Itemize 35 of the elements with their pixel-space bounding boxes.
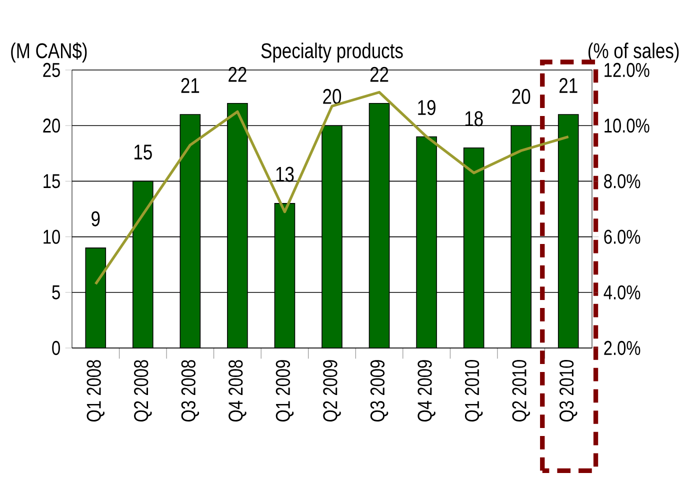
x-tick-label: Q4 2008	[228, 360, 246, 422]
y2-tick-label: 10.0%	[604, 118, 650, 133]
y2-tick-label: 12.0%	[604, 62, 650, 78]
x-tick-label: Q3 2010	[559, 360, 578, 422]
x-tick-label: Q2 2010	[512, 360, 530, 422]
y-tick-label: 5	[52, 285, 60, 300]
data-label: 20	[323, 88, 342, 104]
y2-tick-label: 6.0%	[604, 230, 640, 244]
data-label: 21	[560, 78, 578, 93]
y2-tick-label: 8.0%	[604, 174, 640, 188]
data-label: 15	[134, 144, 152, 160]
y-tick-label: 10	[44, 230, 60, 244]
x-tick-label: Q1 2008	[86, 360, 105, 422]
x-tick-label: Q1 2010	[464, 360, 483, 422]
chart-title: Specialty products	[261, 42, 403, 63]
data-label: 9	[92, 211, 100, 226]
y2-tick-label: 4.0%	[604, 285, 640, 300]
x-tick-label: Q3 2008	[181, 360, 200, 422]
data-label: 22	[228, 66, 246, 82]
x-tick-label: Q2 2008	[134, 360, 152, 422]
y-axis-title: (M CAN$)	[11, 42, 87, 63]
y-tick-label: 0	[52, 340, 60, 356]
data-label: 19	[418, 100, 436, 116]
x-tick-label: Q3 2009	[370, 360, 388, 422]
y-tick-label: 25	[43, 62, 60, 78]
x-tick-label: Q1 2009	[276, 360, 294, 422]
y2-tick-label: 2.0%	[604, 340, 640, 356]
y-tick-label: 15	[44, 174, 60, 188]
y-tick-label: 20	[43, 118, 60, 133]
data-label: 22	[370, 66, 388, 82]
data-label: 21	[181, 78, 200, 93]
data-label: 20	[512, 88, 530, 104]
y2-axis-title: (% of sales)	[588, 42, 679, 63]
x-tick-label: Q2 2009	[323, 360, 341, 422]
x-tick-label: Q4 2009	[418, 360, 436, 422]
